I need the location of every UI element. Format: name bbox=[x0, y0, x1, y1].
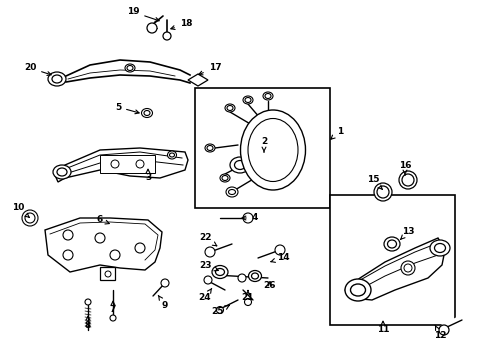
Text: 2: 2 bbox=[260, 138, 266, 152]
Circle shape bbox=[238, 274, 245, 282]
Ellipse shape bbox=[350, 284, 365, 296]
Text: 1: 1 bbox=[330, 126, 343, 139]
Text: 20: 20 bbox=[24, 63, 51, 76]
Circle shape bbox=[403, 264, 411, 272]
Circle shape bbox=[63, 250, 73, 260]
Ellipse shape bbox=[225, 187, 238, 197]
Text: 6: 6 bbox=[97, 216, 109, 225]
Circle shape bbox=[95, 233, 105, 243]
Circle shape bbox=[22, 210, 38, 226]
Ellipse shape bbox=[240, 110, 305, 190]
Text: 14: 14 bbox=[270, 253, 289, 262]
Ellipse shape bbox=[386, 240, 396, 248]
Text: 13: 13 bbox=[400, 228, 413, 239]
Ellipse shape bbox=[53, 165, 71, 179]
Ellipse shape bbox=[215, 269, 224, 275]
Text: 25: 25 bbox=[211, 305, 229, 316]
Ellipse shape bbox=[251, 273, 258, 279]
Circle shape bbox=[373, 183, 391, 201]
Circle shape bbox=[110, 250, 120, 260]
Circle shape bbox=[398, 171, 416, 189]
Circle shape bbox=[105, 271, 111, 277]
Ellipse shape bbox=[234, 161, 245, 170]
Circle shape bbox=[136, 160, 143, 168]
Circle shape bbox=[400, 261, 414, 275]
Text: 10: 10 bbox=[12, 203, 29, 217]
Text: 11: 11 bbox=[376, 321, 388, 334]
Ellipse shape bbox=[48, 72, 66, 86]
Ellipse shape bbox=[127, 66, 133, 71]
Circle shape bbox=[376, 186, 388, 198]
Circle shape bbox=[203, 276, 212, 284]
Circle shape bbox=[274, 245, 285, 255]
Polygon shape bbox=[345, 238, 444, 300]
Text: 16: 16 bbox=[398, 161, 410, 175]
Bar bbox=[195, 88, 329, 208]
Text: 4: 4 bbox=[242, 213, 258, 222]
Circle shape bbox=[163, 32, 171, 40]
Ellipse shape bbox=[224, 104, 235, 112]
Text: 18: 18 bbox=[170, 19, 192, 30]
Text: 7: 7 bbox=[110, 301, 116, 315]
Circle shape bbox=[110, 315, 116, 321]
Ellipse shape bbox=[125, 64, 135, 72]
Ellipse shape bbox=[222, 175, 227, 180]
Circle shape bbox=[85, 299, 91, 305]
Ellipse shape bbox=[248, 270, 261, 282]
Text: 21: 21 bbox=[241, 291, 254, 302]
Ellipse shape bbox=[345, 279, 370, 301]
Polygon shape bbox=[187, 74, 207, 86]
Ellipse shape bbox=[143, 111, 150, 116]
Ellipse shape bbox=[264, 94, 270, 99]
Circle shape bbox=[25, 213, 35, 223]
Ellipse shape bbox=[141, 108, 152, 117]
Text: 22: 22 bbox=[198, 234, 216, 246]
Ellipse shape bbox=[57, 168, 67, 176]
Ellipse shape bbox=[244, 98, 250, 103]
Circle shape bbox=[216, 306, 223, 314]
Ellipse shape bbox=[263, 92, 272, 100]
Circle shape bbox=[243, 213, 252, 223]
Text: 8: 8 bbox=[85, 316, 91, 329]
Text: 3: 3 bbox=[144, 169, 151, 183]
Ellipse shape bbox=[226, 105, 232, 111]
Ellipse shape bbox=[243, 96, 252, 104]
Text: 12: 12 bbox=[433, 325, 446, 339]
Text: 5: 5 bbox=[115, 103, 139, 114]
Text: 26: 26 bbox=[263, 280, 276, 289]
Polygon shape bbox=[100, 267, 115, 280]
Circle shape bbox=[401, 174, 413, 186]
Circle shape bbox=[244, 298, 251, 306]
Ellipse shape bbox=[229, 157, 249, 173]
Ellipse shape bbox=[247, 118, 297, 181]
Circle shape bbox=[135, 243, 145, 253]
Ellipse shape bbox=[52, 75, 62, 83]
Circle shape bbox=[161, 279, 169, 287]
Text: 19: 19 bbox=[126, 8, 159, 21]
Ellipse shape bbox=[212, 266, 227, 279]
Text: 24: 24 bbox=[198, 288, 211, 302]
Text: 15: 15 bbox=[366, 175, 382, 189]
Ellipse shape bbox=[220, 174, 229, 182]
Ellipse shape bbox=[228, 189, 235, 194]
Ellipse shape bbox=[169, 153, 174, 157]
Circle shape bbox=[438, 325, 448, 335]
Polygon shape bbox=[45, 218, 162, 272]
Ellipse shape bbox=[383, 237, 399, 251]
Text: 17: 17 bbox=[198, 63, 221, 75]
Ellipse shape bbox=[204, 144, 215, 152]
Ellipse shape bbox=[206, 145, 213, 150]
Bar bbox=[100, 155, 155, 173]
Circle shape bbox=[147, 23, 157, 33]
Circle shape bbox=[204, 247, 215, 257]
Text: 23: 23 bbox=[198, 261, 218, 271]
Ellipse shape bbox=[429, 240, 449, 256]
Bar bbox=[329, 195, 454, 325]
Text: 9: 9 bbox=[158, 296, 168, 310]
Polygon shape bbox=[55, 148, 187, 182]
Ellipse shape bbox=[167, 151, 176, 159]
Circle shape bbox=[63, 230, 73, 240]
Circle shape bbox=[111, 160, 119, 168]
Ellipse shape bbox=[434, 243, 445, 252]
